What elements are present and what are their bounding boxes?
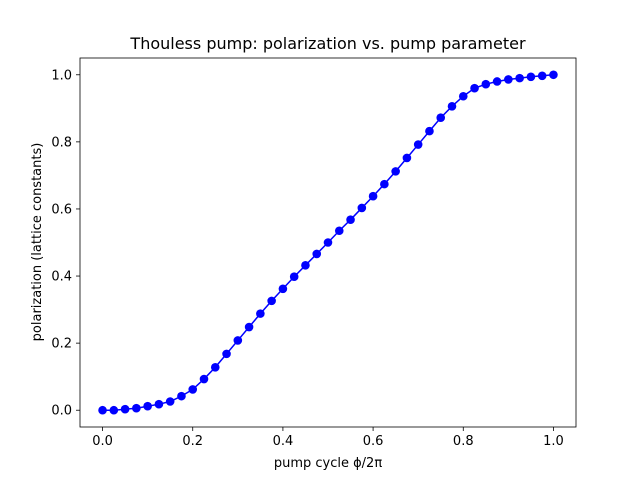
data-point xyxy=(132,403,141,413)
data-point xyxy=(256,309,265,318)
data-point xyxy=(549,70,558,80)
data-point xyxy=(289,272,299,282)
y-tick-label: 0.0 xyxy=(51,404,72,419)
data-point xyxy=(177,391,186,401)
data-point xyxy=(380,179,389,189)
data-point xyxy=(470,83,479,93)
data-point xyxy=(537,71,547,81)
data-point xyxy=(165,397,175,406)
data-point xyxy=(188,385,198,394)
data-point xyxy=(109,405,119,415)
axes-frame xyxy=(79,57,577,428)
y-tick-label: 0.4 xyxy=(51,270,72,285)
y-tick-label: 0.2 xyxy=(51,337,72,352)
data-point xyxy=(244,322,254,332)
data-point xyxy=(515,73,524,83)
data-point xyxy=(504,75,513,84)
data-point xyxy=(278,284,288,294)
data-point xyxy=(301,261,310,270)
data-point xyxy=(481,79,491,89)
x-tick-label: 0.6 xyxy=(363,434,384,449)
data-point xyxy=(334,226,344,236)
data-point xyxy=(436,113,446,123)
y-tick-label: 0.6 xyxy=(51,202,72,217)
data-point xyxy=(312,249,322,259)
data-point xyxy=(413,140,423,149)
data-point xyxy=(98,405,107,415)
x-tick-label: 0.2 xyxy=(182,434,203,449)
data-point xyxy=(143,401,152,411)
x-tick-label: 0.0 xyxy=(92,434,113,449)
y-tick-label: 1.0 xyxy=(51,68,72,83)
data-point xyxy=(458,91,468,101)
data-point xyxy=(368,191,378,201)
plot-area xyxy=(98,70,558,415)
data-point xyxy=(199,374,209,384)
x-tick-label: 1.0 xyxy=(543,434,564,449)
data-point xyxy=(402,153,412,163)
data-point xyxy=(346,215,355,224)
data-point xyxy=(233,336,243,345)
data-point xyxy=(222,349,231,359)
y-tick-label: 0.8 xyxy=(51,135,72,150)
data-point xyxy=(391,167,400,176)
data-point xyxy=(492,77,502,86)
chart-title: Thouless pump: polarization vs. pump par… xyxy=(129,34,526,53)
x-tick-label: 0.8 xyxy=(453,434,474,449)
data-point xyxy=(425,126,434,136)
x-axis-label: pump cycle ϕ/2π xyxy=(274,456,382,471)
axes: 0.0 0.2 0.4 0.6 0.8 1.0 0.0 0.2 0.4 0.6 0.8 1.0 xyxy=(51,57,577,449)
data-point xyxy=(526,72,536,82)
data-point xyxy=(120,404,130,414)
data-point xyxy=(447,102,457,111)
y-axis-label: polarization (lattice constants) xyxy=(30,143,45,342)
data-point xyxy=(357,203,367,213)
data-point xyxy=(210,362,220,372)
data-point xyxy=(323,238,333,247)
data-point xyxy=(267,296,276,306)
x-tick-label: 0.4 xyxy=(273,434,294,449)
data-point xyxy=(154,399,164,409)
